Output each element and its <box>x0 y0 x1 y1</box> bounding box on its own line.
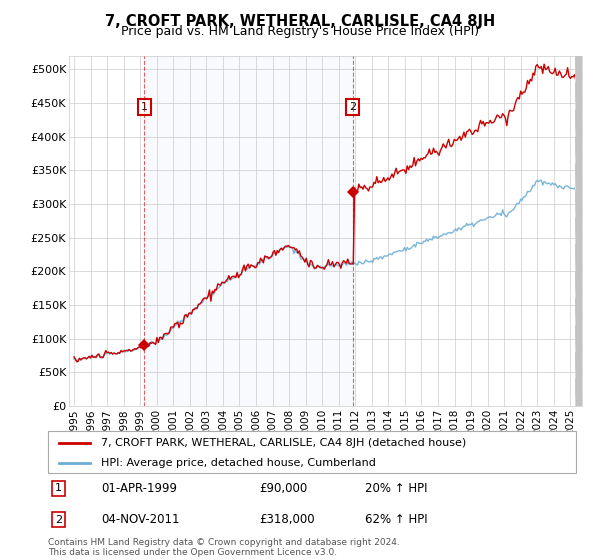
Text: Price paid vs. HM Land Registry's House Price Index (HPI): Price paid vs. HM Land Registry's House … <box>121 25 479 38</box>
Text: 7, CROFT PARK, WETHERAL, CARLISLE, CA4 8JH (detached house): 7, CROFT PARK, WETHERAL, CARLISLE, CA4 8… <box>101 438 466 448</box>
Text: 20% ↑ HPI: 20% ↑ HPI <box>365 482 427 495</box>
Text: 1: 1 <box>55 483 62 493</box>
Text: 2: 2 <box>55 515 62 525</box>
Text: 7, CROFT PARK, WETHERAL, CARLISLE, CA4 8JH: 7, CROFT PARK, WETHERAL, CARLISLE, CA4 8… <box>105 14 495 29</box>
Text: 04-NOV-2011: 04-NOV-2011 <box>101 513 179 526</box>
FancyBboxPatch shape <box>48 431 576 473</box>
Text: 62% ↑ HPI: 62% ↑ HPI <box>365 513 427 526</box>
Text: 01-APR-1999: 01-APR-1999 <box>101 482 177 495</box>
Text: 1: 1 <box>141 102 148 112</box>
Text: 2: 2 <box>349 102 356 112</box>
Text: £90,000: £90,000 <box>259 482 307 495</box>
Text: £318,000: £318,000 <box>259 513 315 526</box>
Polygon shape <box>575 56 582 406</box>
Text: Contains HM Land Registry data © Crown copyright and database right 2024.
This d: Contains HM Land Registry data © Crown c… <box>48 538 400 557</box>
Text: HPI: Average price, detached house, Cumberland: HPI: Average price, detached house, Cumb… <box>101 458 376 468</box>
Bar <box>144 56 353 406</box>
